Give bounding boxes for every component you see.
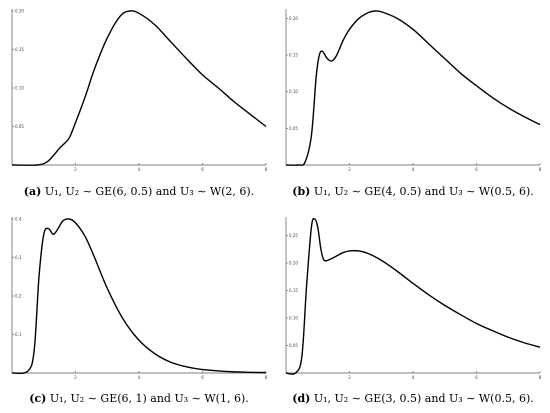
x-tick-label: 6 [475,167,478,172]
y-tick-label: 0.10 [289,89,298,94]
panel-b: 2 4 6 8 0.05 0.10 0.15 0.20 (b) U₁, U₂ ∼ GE(4, … [282,5,544,200]
panel-a: 2 4 6 8 0.05 0.10 0.15 0.20 (a) U₁, U₂ ∼ GE(6, … [8,5,270,200]
caption-c-tag: (c) [29,392,47,405]
x-tick-label: 4 [412,375,415,380]
caption-a-tag: (a) [23,185,42,198]
caption-a-text: U₁, U₂ ∼ GE(6, 0.5) and U₃ ∼ W(2, 6). [44,185,255,198]
density-curve [285,218,541,375]
caption-d: (d) U₁, U₂ ∼ GE(3, 0.5) and U₃ ∼ W(0.5, … [282,392,544,405]
panel-d: 2 4 6 8 0.05 0.10 0.15 0.20 0.25 (d) U₁, U₂ ∼ GE… [282,213,544,408]
x-tick-label: 2 [348,167,351,172]
chart-c: 2 4 6 8 0.1 0.2 0.3 0.4 [11,217,268,380]
chart-d: 2 4 6 8 0.05 0.10 0.15 0.20 0.25 [285,217,542,380]
y-tick-label: 0.10 [15,86,24,91]
y-tick-label: 0.1 [15,332,22,337]
x-tick-label: 8 [539,167,542,172]
caption-a: (a) U₁, U₂ ∼ GE(6, 0.5) and U₃ ∼ W(2, 6)… [8,185,270,198]
caption-b-text: U₁, U₂ ∼ GE(4, 0.5) and U₃ ∼ W(0.5, 6). [313,185,534,198]
y-tick-label: 0.15 [289,288,298,293]
caption-d-tag: (d) [292,392,311,405]
y-tick-label: 0.25 [289,233,298,238]
x-tick-label: 2 [348,375,351,380]
y-tick-label: 0.20 [15,9,24,14]
y-tick-label: 0.15 [289,53,298,58]
y-tick-label: 0.4 [15,217,22,222]
x-tick-label: 6 [201,375,204,380]
y-tick-label: 0.05 [289,126,298,131]
x-tick-label: 2 [74,167,77,172]
y-tick-label: 0.3 [15,255,22,260]
y-tick-label: 0.05 [15,124,24,129]
chart-a: 2 4 6 8 0.05 0.10 0.15 0.20 [11,9,268,172]
x-tick-label: 4 [412,167,415,172]
x-tick-label: 6 [475,375,478,380]
y-tick-label: 0.20 [289,16,298,21]
chart-b: 2 4 6 8 0.05 0.10 0.15 0.20 [285,9,542,172]
y-tick-label: 0.10 [289,316,298,321]
x-tick-label: 6 [201,167,204,172]
caption-d-text: U₁, U₂ ∼ GE(3, 0.5) and U₃ ∼ W(0.5, 6). [313,392,534,405]
x-tick-label: 8 [265,375,268,380]
x-tick-label: 2 [74,375,77,380]
caption-c: (c) U₁, U₂ ∼ GE(6, 1) and U₃ ∼ W(1, 6). [8,392,270,405]
y-tick-label: 0.20 [289,261,298,266]
caption-b: (b) U₁, U₂ ∼ GE(4, 0.5) and U₃ ∼ W(0.5, … [282,185,544,198]
panel-c: 2 4 6 8 0.1 0.2 0.3 0.4 (c) U₁, U₂ ∼ GE(6, 1) a… [8,213,270,408]
x-tick-label: 8 [265,167,268,172]
y-tick-label: 0.05 [289,343,298,348]
caption-b-tag: (b) [292,185,311,198]
x-tick-label: 4 [138,167,141,172]
density-curve [285,10,541,166]
density-curve [11,10,267,166]
density-curve [11,218,267,375]
y-tick-label: 0.15 [15,47,24,52]
y-tick-label: 0.2 [15,294,22,299]
x-tick-label: 8 [539,375,542,380]
caption-c-text: U₁, U₂ ∼ GE(6, 1) and U₃ ∼ W(1, 6). [49,392,249,405]
x-tick-label: 4 [138,375,141,380]
